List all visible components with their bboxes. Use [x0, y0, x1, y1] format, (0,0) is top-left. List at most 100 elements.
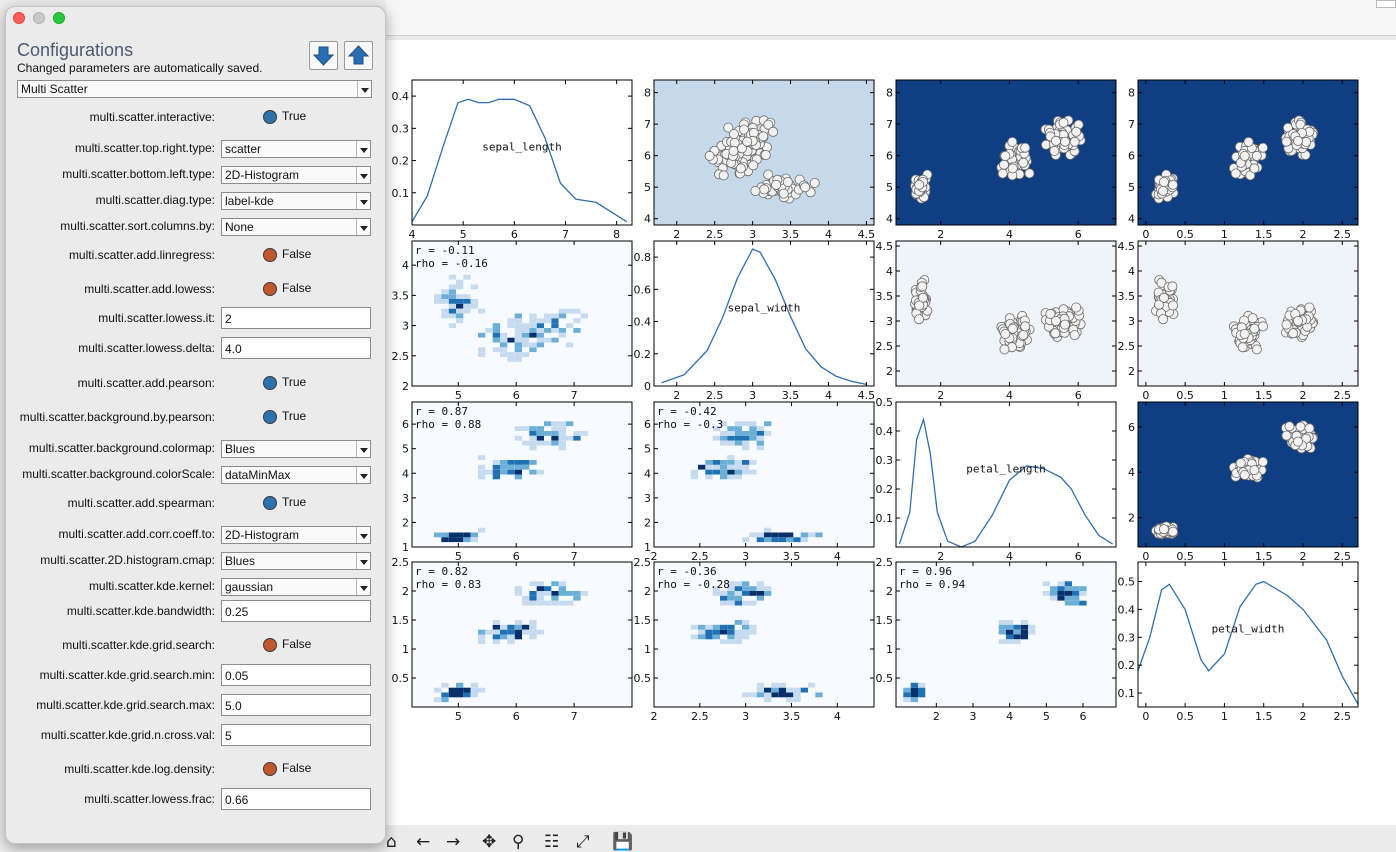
setting-select-value: 2D-Histogram	[225, 168, 300, 182]
y-tick-label: 6	[1128, 421, 1135, 434]
histogram-bin	[1013, 634, 1021, 640]
x-tick-label: 1.5	[1255, 550, 1273, 563]
x-tick-label: 6	[513, 710, 520, 723]
x-tick-label: 0.5	[1176, 389, 1194, 402]
setting-input[interactable]: 0.25	[221, 600, 371, 622]
setting-select[interactable]: 2D-Histogram	[221, 166, 371, 184]
histogram-bin	[705, 469, 713, 475]
histogram-bin	[478, 464, 486, 470]
x-tick-label: 1	[1221, 710, 1228, 723]
setting-input[interactable]: 4.0	[221, 337, 371, 359]
histogram-bin	[463, 537, 471, 543]
setting-input[interactable]: 2	[221, 307, 371, 329]
scatter-point	[759, 184, 770, 195]
histogram-bin	[756, 692, 764, 698]
setting-select[interactable]: None	[221, 218, 371, 236]
home-icon[interactable]: ⌂	[386, 832, 397, 852]
histogram-bin	[529, 426, 537, 431]
histogram-bin	[734, 620, 742, 625]
setting-input[interactable]: 0.66	[221, 788, 371, 810]
setting-label: multi.scatter.kde.grid.n.cross.val:	[40, 728, 215, 742]
scatter-point	[1159, 292, 1170, 303]
edit-axis-icon[interactable]: ⤢	[576, 832, 590, 852]
setting-select[interactable]: dataMinMax	[221, 466, 371, 484]
histogram-bin	[492, 337, 500, 343]
histogram-bin	[749, 431, 757, 436]
histogram-bin	[536, 323, 544, 328]
histogram-bin	[536, 595, 544, 601]
histogram-bin	[514, 586, 522, 591]
x-tick-label: 3	[742, 710, 749, 723]
histogram-bin	[566, 591, 574, 596]
histogram-bin	[580, 591, 588, 596]
histogram-bin	[998, 620, 1006, 625]
y-tick-label: 2.5	[392, 556, 410, 569]
setting-select[interactable]: Blues	[221, 440, 371, 458]
setting-select[interactable]: label-kde	[221, 192, 371, 210]
setting-select-value: None	[225, 220, 254, 234]
scatter-point	[1049, 145, 1060, 156]
histogram-bin	[441, 532, 449, 538]
histogram-bin	[566, 342, 574, 348]
histogram-bin	[1006, 639, 1014, 645]
y-tick-label: 2.5	[876, 340, 894, 353]
y-tick-label: 4.5	[876, 240, 894, 253]
y-tick-label: 1	[644, 643, 651, 656]
setting-select[interactable]: Blues	[221, 552, 371, 570]
histogram-bin	[456, 532, 464, 538]
setting-select[interactable]: 2D-Histogram	[221, 526, 371, 544]
setting-input[interactable]: 5	[221, 724, 371, 746]
histogram-bin	[441, 692, 449, 698]
mode-select[interactable]: Multi Scatter	[17, 80, 372, 98]
scatter-point	[999, 159, 1010, 170]
window-control[interactable]	[1376, 0, 1396, 8]
spearman-label: rho = -0.16	[415, 257, 488, 270]
kde-label: sepal_length	[482, 141, 561, 154]
histogram-bin	[544, 600, 552, 606]
y-tick-label: 0.6	[634, 283, 652, 296]
histogram-bin	[448, 274, 456, 280]
axis-ticks	[412, 402, 632, 548]
save-icon[interactable]: 💾	[612, 832, 634, 852]
setting-label: multi.scatter.kde.grid.search.max:	[36, 698, 215, 712]
histogram-bin	[551, 440, 559, 446]
panel-frame	[895, 401, 1117, 548]
y-tick-label: 6	[886, 150, 893, 163]
back-icon[interactable]: ←	[416, 832, 431, 852]
configure-subplots-icon[interactable]: ☷	[544, 832, 560, 852]
forward-icon[interactable]: →	[446, 832, 461, 852]
histogram-bin	[1072, 586, 1080, 591]
download-button[interactable]	[309, 41, 338, 70]
histogram-bin	[756, 591, 764, 596]
zoom-window-icon[interactable]	[53, 12, 65, 24]
histogram-bin	[514, 591, 522, 596]
histogram-bin	[1028, 624, 1036, 630]
histogram-bin	[800, 532, 808, 538]
setting-select[interactable]: gaussian	[221, 578, 371, 596]
histogram-bin	[1072, 591, 1080, 596]
histogram-bin	[698, 634, 706, 640]
pan-icon[interactable]: ✥	[482, 832, 497, 852]
histogram-bin	[720, 440, 728, 446]
y-tick-label: 1.5	[634, 614, 652, 627]
figure-canvas[interactable]: sepal_length 4 5 6 7 8 0.1 0.2 0.3 0.4 2 2.5 3 3.5 4 4.…	[386, 40, 1396, 825]
histogram-bin	[573, 328, 581, 333]
setting-label: multi.scatter.kde.log.density:	[64, 762, 215, 776]
kde-line	[661, 248, 867, 386]
minimize-icon[interactable]	[33, 12, 45, 24]
setting-input[interactable]: 0.05	[221, 664, 371, 686]
histogram-bin	[720, 591, 728, 596]
close-icon[interactable]	[13, 12, 25, 24]
histogram-bin	[800, 537, 808, 543]
y-tick-label: 1	[402, 541, 409, 554]
histogram-bin	[514, 313, 522, 319]
histogram-bin	[690, 634, 698, 640]
setting-select[interactable]: scatter	[221, 140, 371, 158]
scatter-point	[1069, 136, 1080, 147]
setting-input[interactable]: 5.0	[221, 694, 371, 716]
zoom-icon[interactable]: ⚲	[512, 832, 525, 852]
setting-label: multi.scatter.kde.bandwidth:	[66, 604, 215, 618]
upload-button[interactable]	[344, 41, 373, 70]
histogram-bin	[573, 595, 581, 601]
